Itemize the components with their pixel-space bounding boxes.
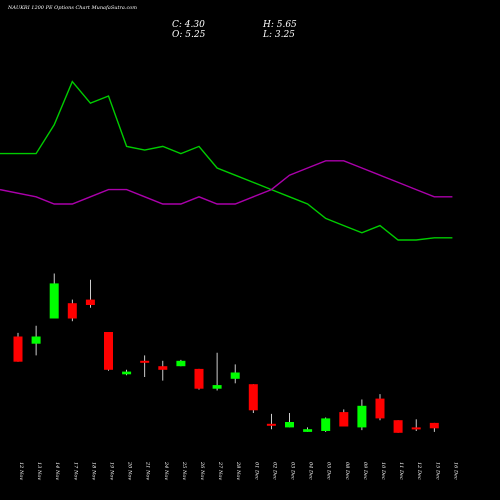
open-value: O: 5.25	[172, 30, 206, 40]
candle-body	[86, 300, 95, 305]
x-tick-label: 20 Nov	[127, 461, 133, 480]
high-value: H: 5.65	[262, 20, 297, 30]
x-tick-label: 08 Dec	[344, 462, 350, 480]
candle-body	[14, 337, 23, 362]
x-tick-label: 10 Dec	[380, 462, 386, 480]
candle-body	[213, 385, 222, 389]
candle-body	[158, 366, 167, 370]
candle-body	[339, 412, 348, 426]
candle-body	[195, 369, 204, 389]
x-tick-label: 21 Nov	[145, 461, 151, 480]
x-tick-label: 28 Nov	[235, 461, 241, 480]
candle-body	[357, 406, 366, 428]
candles	[14, 274, 439, 433]
x-tick-label: 05 Dec	[326, 462, 332, 480]
candle-body	[50, 283, 59, 318]
x-tick-label: 11 Dec	[398, 462, 404, 480]
x-tick-label: 02 Dec	[271, 462, 277, 480]
x-tick-label: 04 Dec	[308, 462, 314, 480]
low-value: L: 3.25	[262, 30, 295, 40]
x-tick-label: 03 Dec	[290, 462, 296, 480]
x-tick-label: 18 Nov	[90, 462, 96, 480]
x-tick-label: 12 Dec	[416, 462, 422, 480]
candle-body	[176, 361, 185, 366]
x-tick-label: 09 Dec	[362, 462, 368, 480]
candle-body	[32, 337, 41, 344]
x-axis-ticks: 12 Nov 13 Nov 14 Nov 17 Nov 18 Nov 19 Nov 20 N…	[18, 461, 458, 480]
x-tick-label: 19 Nov	[109, 462, 115, 480]
candle-body	[394, 420, 403, 433]
candle-body	[267, 424, 276, 426]
x-tick-label: 12 Nov	[18, 462, 24, 480]
candle-body	[430, 423, 439, 428]
candle-body	[412, 427, 421, 429]
x-tick-label: 27 Nov	[217, 461, 223, 480]
x-tick-label: 15 Dec	[434, 462, 440, 480]
x-tick-label: 25 Nov	[181, 461, 187, 480]
candle-body	[376, 399, 385, 419]
close-value: C: 4.30	[172, 20, 205, 30]
x-tick-label: 14 Nov	[54, 462, 60, 480]
candle-body	[122, 372, 131, 375]
x-tick-label: 24 Nov	[163, 461, 169, 480]
candle-body	[140, 361, 149, 363]
candle-body	[249, 384, 258, 410]
candle-body	[303, 429, 312, 432]
x-tick-label: 17 Nov	[72, 462, 78, 480]
x-tick-label: 16 Dec	[452, 462, 458, 480]
x-tick-label: 26 Nov	[199, 461, 205, 480]
candle-body	[285, 422, 294, 427]
x-tick-label: 01 Dec	[253, 462, 259, 480]
series-line-1	[0, 82, 452, 240]
x-tick-label: 13 Nov	[36, 462, 42, 480]
series-line-2	[0, 161, 452, 204]
overlay-lines	[0, 82, 452, 240]
candle-body	[104, 332, 113, 370]
chart-title: NAUKRI 1200 PE Options Chart MunafaSutra…	[7, 5, 137, 11]
candle-body	[68, 303, 77, 318]
candle-body	[231, 373, 240, 379]
candle-body	[321, 418, 330, 431]
